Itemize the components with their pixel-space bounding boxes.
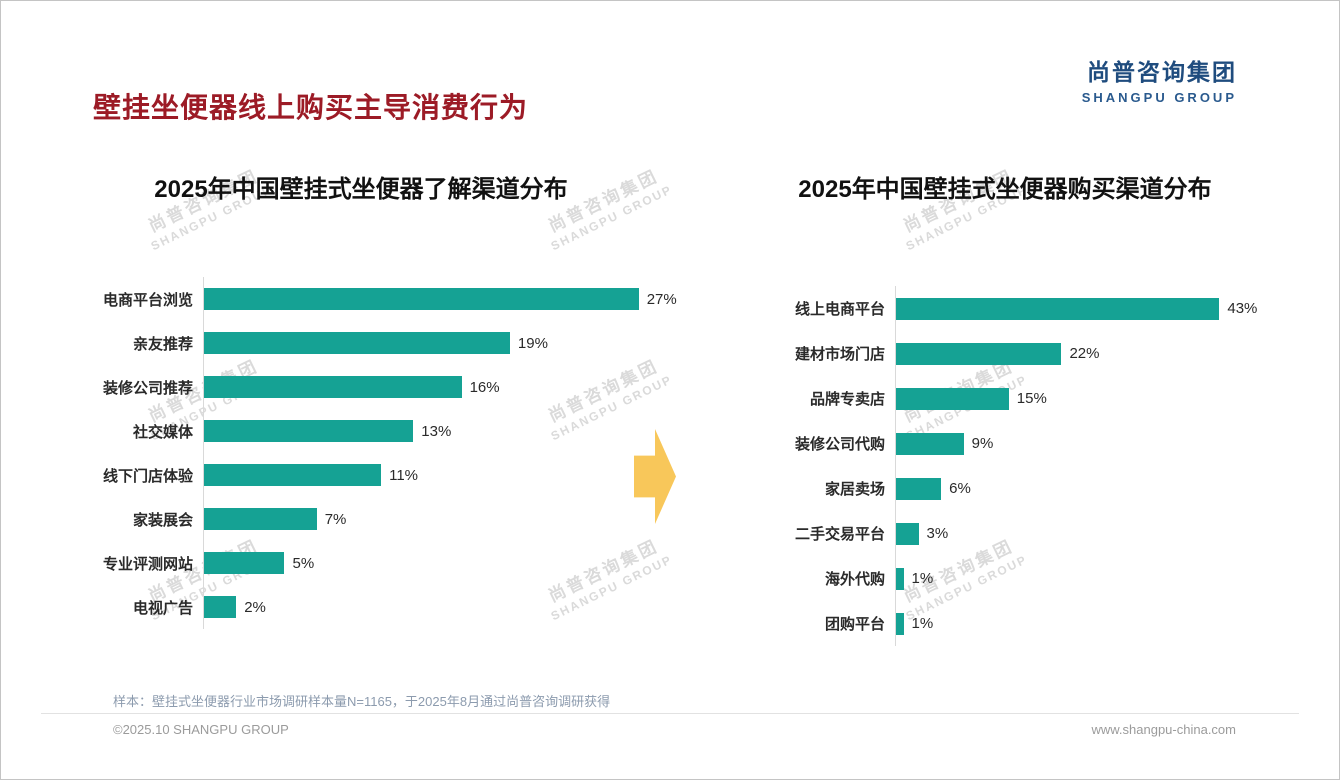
value-label: 19%: [517, 334, 548, 352]
bar: [896, 297, 1220, 320]
category-label: 家居卖场: [824, 481, 885, 498]
bar: [204, 552, 285, 574]
bar-row: 电视广告 2%: [81, 585, 687, 629]
bar-track: 27%: [203, 277, 687, 321]
category-label: 电商平台浏览: [102, 291, 193, 309]
bar-track: 16%: [203, 365, 687, 409]
value-label: 11%: [389, 466, 419, 484]
category-label: 线上电商平台: [794, 301, 885, 318]
company-logo: 尚普咨询集团 SHANGPU GROUP: [1082, 53, 1237, 105]
bar-row: 二手交易平台 3%: [757, 511, 1272, 556]
chart-title-awareness: 2025年中国壁挂式坐便器了解渠道分布: [154, 176, 568, 203]
bar-track: 5%: [203, 541, 687, 585]
bar: [204, 376, 462, 398]
category-label: 亲友推荐: [132, 335, 193, 353]
category-label: 线下门店体验: [102, 467, 193, 485]
value-label: 13%: [421, 422, 452, 440]
bar: [204, 508, 317, 530]
page-title: 壁挂坐便器线上购买主导消费行为: [93, 91, 529, 123]
bar: [896, 387, 1009, 410]
bar: [204, 288, 639, 310]
watermark: 尚普咨询集团 SHANGPU GROUP: [867, 146, 1055, 265]
bar-row: 电商平台浏览 27%: [81, 277, 687, 321]
category-label: 品牌专卖店: [809, 391, 885, 408]
bar: [204, 332, 510, 354]
value-label: 5%: [292, 554, 315, 572]
awareness-channel-bar-chart: 电商平台浏览 27% 亲友推荐 19% 装修公司推荐 16% 社交媒体 13% 线下门店体验 11…: [81, 277, 687, 629]
bar-track: 13%: [203, 409, 687, 453]
value-label: 15%: [1016, 390, 1047, 407]
category-label: 团购平台: [824, 616, 885, 633]
bar-row: 社交媒体 13%: [81, 409, 687, 453]
value-label: 1%: [911, 570, 934, 587]
logo-en-text: SHANGPU GROUP: [1081, 90, 1237, 105]
value-label: 1%: [911, 615, 934, 632]
bar-row: 亲友推荐 19%: [81, 321, 687, 365]
value-label: 6%: [949, 480, 971, 497]
logo-cn-text: 尚普咨询集团: [1087, 59, 1237, 85]
category-label: 二手交易平台: [794, 526, 885, 543]
bar: [896, 612, 904, 635]
bar-track: 15%: [895, 376, 1272, 421]
category-label: 社交媒体: [132, 423, 193, 441]
value-label: 3%: [926, 525, 949, 542]
category-label: 装修公司推荐: [102, 379, 193, 397]
copyright-text: ©2025.10 SHANGPU GROUP: [113, 722, 289, 737]
category-label: 装修公司代购: [794, 436, 885, 453]
footer-divider: [41, 713, 1299, 714]
bar-track: 2%: [203, 585, 687, 629]
bar: [896, 522, 919, 545]
bar: [204, 596, 237, 618]
bar: [204, 420, 414, 442]
category-label: 建材市场门店: [794, 346, 885, 363]
bar-row: 团购平台 1%: [757, 601, 1272, 646]
chart-title-purchase: 2025年中国壁挂式坐便器购买渠道分布: [798, 176, 1212, 203]
bar: [204, 464, 382, 486]
category-label: 家装展会: [132, 511, 193, 529]
purchase-channel-bar-chart: 线上电商平台 43% 建材市场门店 22% 品牌专卖店 15% 装修公司代购 9% 家居卖场 6%…: [757, 286, 1272, 646]
value-label: 43%: [1227, 300, 1258, 317]
value-label: 9%: [971, 435, 994, 452]
bar-track: 7%: [203, 497, 687, 541]
bar-track: 22%: [895, 331, 1272, 376]
bar-row: 装修公司代购 9%: [757, 421, 1272, 466]
value-label: 22%: [1069, 345, 1100, 362]
value-label: 27%: [646, 290, 677, 308]
bar-track: 9%: [895, 421, 1272, 466]
bar: [896, 567, 904, 590]
watermark: 尚普咨询集团 SHANGPU GROUP: [112, 146, 300, 265]
bar-row: 品牌专卖店 15%: [757, 376, 1272, 421]
bar-row: 家装展会 7%: [81, 497, 687, 541]
bar-row: 线下门店体验 11%: [81, 453, 687, 497]
bar-track: 1%: [895, 556, 1272, 601]
bar-track: 11%: [203, 453, 687, 497]
bar-row: 海外代购 1%: [757, 556, 1272, 601]
category-label: 电视广告: [132, 599, 193, 617]
category-label: 专业评测网站: [102, 555, 193, 573]
value-label: 2%: [244, 598, 266, 616]
bar-row: 装修公司推荐 16%: [81, 365, 687, 409]
bar-track: 19%: [203, 321, 687, 365]
value-label: 7%: [324, 510, 347, 528]
bar-row: 家居卖场 6%: [757, 466, 1272, 511]
bar: [896, 477, 942, 500]
bar-track: 43%: [895, 286, 1272, 331]
bar: [896, 342, 1062, 365]
sample-footnote: 样本：壁挂式坐便器行业市场调研样本量N=1165，于2025年8月通过尚普咨询调…: [113, 694, 611, 709]
bar-row: 线上电商平台 43%: [757, 286, 1272, 331]
category-label: 海外代购: [824, 571, 885, 588]
bar-track: 6%: [895, 466, 1272, 511]
bar: [896, 432, 964, 455]
bar-track: 3%: [895, 511, 1272, 556]
watermark: 尚普咨询集团 SHANGPU GROUP: [512, 146, 700, 265]
bar-track: 1%: [895, 601, 1272, 646]
bar-row: 专业评测网站 5%: [81, 541, 687, 585]
value-label: 16%: [469, 378, 500, 396]
bar-row: 建材市场门店 22%: [757, 331, 1272, 376]
website-url: www.shangpu-china.com: [1091, 722, 1236, 737]
